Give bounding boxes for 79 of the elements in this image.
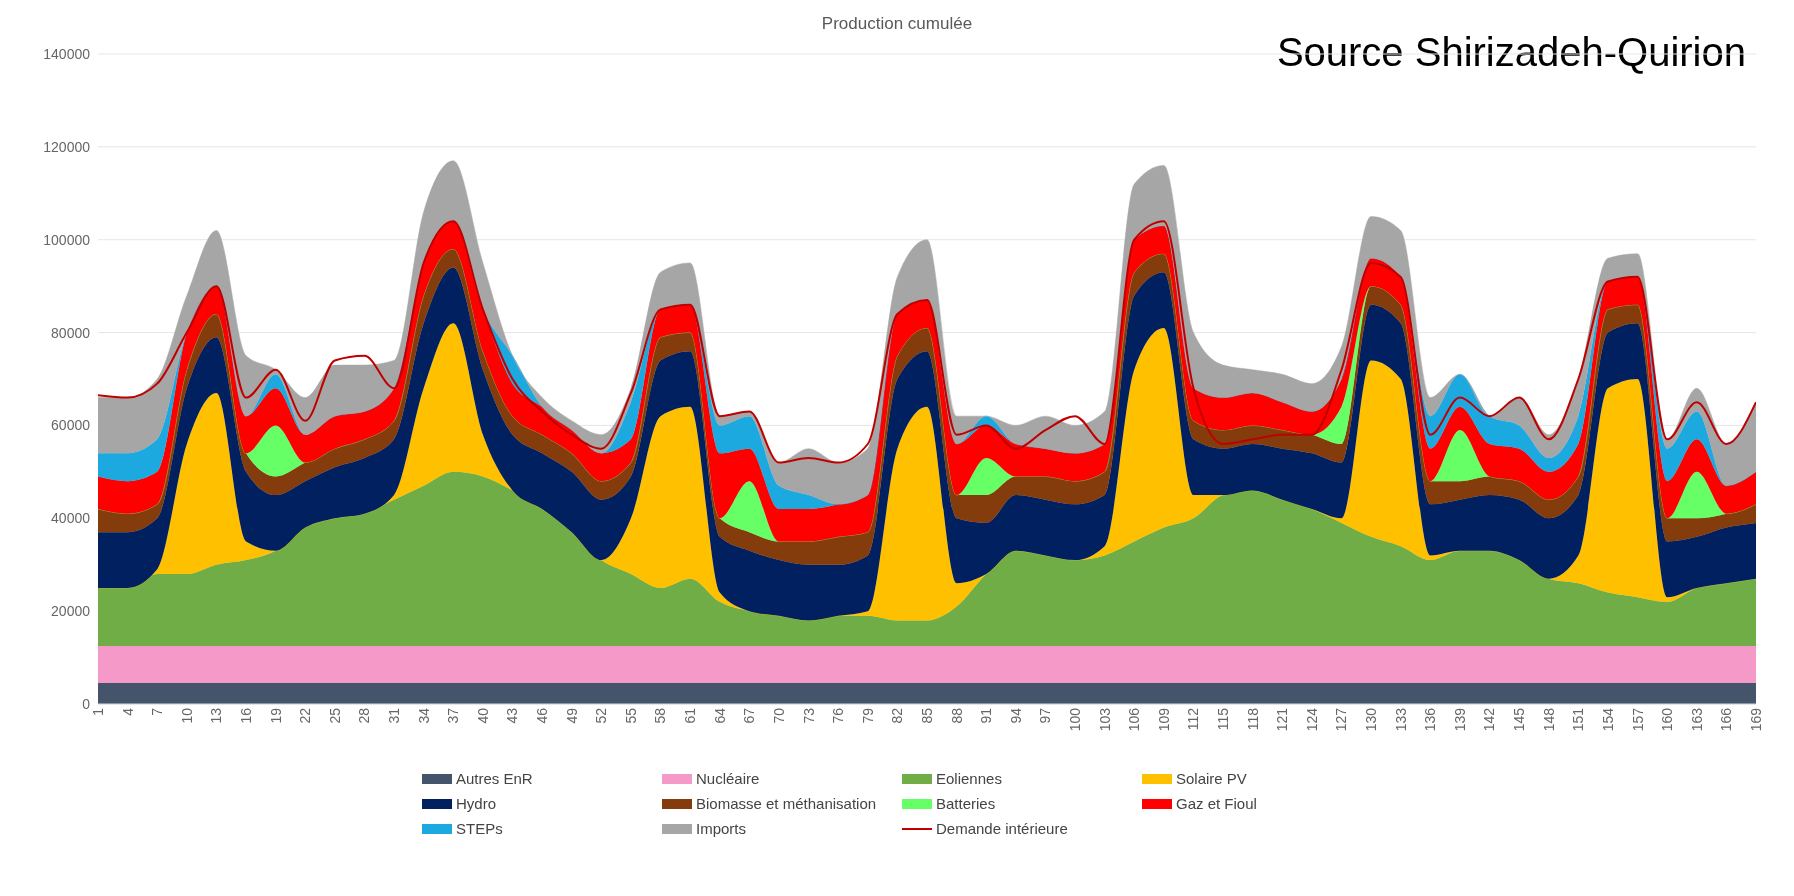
x-tick-label: 1 bbox=[89, 707, 106, 716]
x-tick-label: 154 bbox=[1599, 707, 1616, 732]
y-tick-label: 120000 bbox=[43, 138, 91, 155]
y-tick-label: 20000 bbox=[51, 603, 91, 620]
x-tick-label: 40 bbox=[474, 707, 491, 724]
x-tick-label: 34 bbox=[415, 707, 432, 724]
x-tick-label: 55 bbox=[622, 707, 639, 724]
x-tick-label: 97 bbox=[1037, 707, 1054, 724]
y-tick-label: 40000 bbox=[51, 510, 91, 527]
x-tick-label: 67 bbox=[741, 707, 758, 724]
x-tick-label: 76 bbox=[830, 707, 847, 724]
y-tick-label: 140000 bbox=[43, 45, 91, 62]
x-tick-label: 157 bbox=[1629, 707, 1646, 732]
y-tick-label: 0 bbox=[82, 695, 91, 712]
x-tick-label: 22 bbox=[297, 707, 314, 724]
x-tick-label: 70 bbox=[770, 707, 787, 724]
x-tick-label: 13 bbox=[208, 707, 225, 724]
x-tick-label: 49 bbox=[563, 707, 580, 724]
x-tick-label: 64 bbox=[711, 707, 728, 724]
x-tick-label: 58 bbox=[652, 707, 669, 724]
legend-label: Nucléaire bbox=[696, 770, 760, 787]
legend-label: Autres EnR bbox=[456, 770, 533, 787]
x-tick-label: 46 bbox=[534, 707, 551, 724]
x-tick-label: 139 bbox=[1451, 707, 1468, 732]
x-tick-label: 142 bbox=[1481, 707, 1498, 732]
x-tick-label: 52 bbox=[593, 707, 610, 724]
y-tick-label: 60000 bbox=[51, 417, 91, 434]
x-tick-label: 79 bbox=[859, 707, 876, 724]
x-tick-label: 37 bbox=[445, 707, 462, 724]
x-tick-label: 151 bbox=[1570, 707, 1587, 732]
legend-label: Hydro bbox=[456, 795, 497, 812]
x-tick-label: 82 bbox=[889, 707, 906, 724]
legend-label: Gaz et Fioul bbox=[1176, 795, 1257, 812]
y-tick-label: 100000 bbox=[43, 231, 91, 248]
legend-label: Biomasse et méthanisation bbox=[696, 795, 877, 812]
x-tick-label: 43 bbox=[504, 707, 521, 724]
legend-label: Batteries bbox=[936, 795, 996, 812]
x-tick-label: 166 bbox=[1718, 707, 1735, 732]
legend-label: Imports bbox=[696, 820, 747, 837]
x-tick-label: 106 bbox=[1126, 707, 1143, 732]
legend-label: Eoliennes bbox=[936, 770, 1002, 787]
x-tick-label: 133 bbox=[1392, 707, 1409, 732]
y-tick-label: 80000 bbox=[51, 324, 91, 341]
line-series bbox=[98, 220, 1756, 464]
x-tick-label: 145 bbox=[1511, 707, 1528, 732]
x-tick-label: 169 bbox=[1747, 707, 1764, 732]
x-tick-label: 31 bbox=[386, 707, 403, 724]
x-tick-label: 28 bbox=[356, 707, 373, 724]
x-tick-label: 19 bbox=[267, 707, 284, 724]
x-tick-label: 148 bbox=[1540, 707, 1557, 732]
x-tick-label: 115 bbox=[1215, 707, 1232, 731]
x-tick-label: 118 bbox=[1244, 707, 1261, 731]
x-tick-label: 7 bbox=[149, 707, 166, 716]
x-tick-label: 61 bbox=[682, 707, 699, 724]
x-tick-label: 124 bbox=[1303, 707, 1320, 732]
x-tick-label: 121 bbox=[1274, 707, 1291, 732]
x-tick-label: 127 bbox=[1333, 707, 1350, 732]
x-tick-label: 88 bbox=[948, 707, 965, 724]
x-tick-label: 85 bbox=[918, 707, 935, 724]
chart-title: Production cumulée bbox=[821, 14, 973, 33]
legend-label: Solaire PV bbox=[1176, 770, 1247, 787]
legend-label: STEPs bbox=[456, 820, 503, 837]
x-tick-label: 130 bbox=[1363, 707, 1380, 732]
x-tick-label: 4 bbox=[119, 707, 136, 716]
x-tick-label: 100 bbox=[1066, 707, 1083, 732]
x-tick-label: 10 bbox=[178, 707, 195, 724]
x-tick-label: 91 bbox=[978, 707, 995, 724]
x-tick-label: 136 bbox=[1422, 707, 1439, 732]
x-tick-label: 103 bbox=[1096, 707, 1113, 732]
x-tick-label: 73 bbox=[800, 707, 817, 724]
x-tick-label: 25 bbox=[326, 707, 343, 724]
legend-label: Demande intérieure bbox=[936, 820, 1068, 837]
x-tick-label: 112 bbox=[1185, 707, 1202, 731]
x-tick-label: 94 bbox=[1007, 707, 1024, 724]
annotation: Source Shirizadeh-Quirion bbox=[1276, 30, 1746, 75]
x-tick-label: 109 bbox=[1155, 707, 1172, 732]
x-tick-label: 163 bbox=[1688, 707, 1705, 732]
x-tick-label: 160 bbox=[1659, 707, 1676, 732]
x-tick-label: 16 bbox=[237, 707, 254, 724]
